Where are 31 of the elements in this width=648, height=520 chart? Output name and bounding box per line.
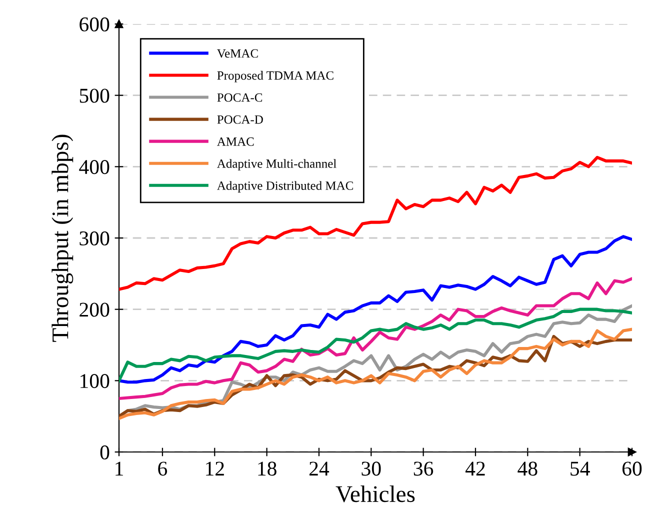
y-tick-label: 300 (80, 231, 110, 246)
legend-label: Adaptive Distributed MAC (217, 181, 353, 192)
y-tick-label: 200 (80, 302, 110, 317)
line-series (119, 277, 632, 400)
line-series (119, 308, 632, 382)
x-tick-label: 12 (206, 462, 224, 476)
legend-label: POCA-C (217, 93, 262, 102)
x-tick-label: 30 (362, 462, 381, 476)
x-tick-label: 36 (414, 462, 434, 476)
y-tick-label: 600 (80, 17, 110, 32)
x-tick-label: 1 (116, 462, 123, 476)
line-series (119, 235, 632, 384)
y-tick-label: 400 (79, 160, 110, 174)
x-tick-label: 18 (258, 462, 276, 476)
legend-label: VeMAC (217, 49, 258, 58)
legend-label: Adaptive Multi-channel (217, 159, 336, 170)
x-axis-title: Vehicles (336, 485, 415, 502)
y-tick-label: 500 (80, 88, 110, 103)
legend-label: AMAC (217, 137, 254, 146)
x-tick-label: 24 (309, 462, 330, 476)
x-tick-label: 6 (158, 462, 168, 476)
y-tick-label: 0 (100, 445, 110, 460)
legend-label: POCA-D (217, 115, 263, 124)
y-tick-label: 100 (80, 374, 110, 388)
x-tick-label: 60 (622, 462, 642, 476)
x-tick-label: 54 (570, 462, 590, 476)
line-series (119, 156, 632, 291)
legend-label: Proposed TDMA MAC (217, 70, 334, 82)
y-axis-title: Throughput (in mbps) (52, 134, 74, 342)
x-tick-label: 48 (518, 462, 538, 476)
x-tick-label: 42 (465, 462, 485, 476)
